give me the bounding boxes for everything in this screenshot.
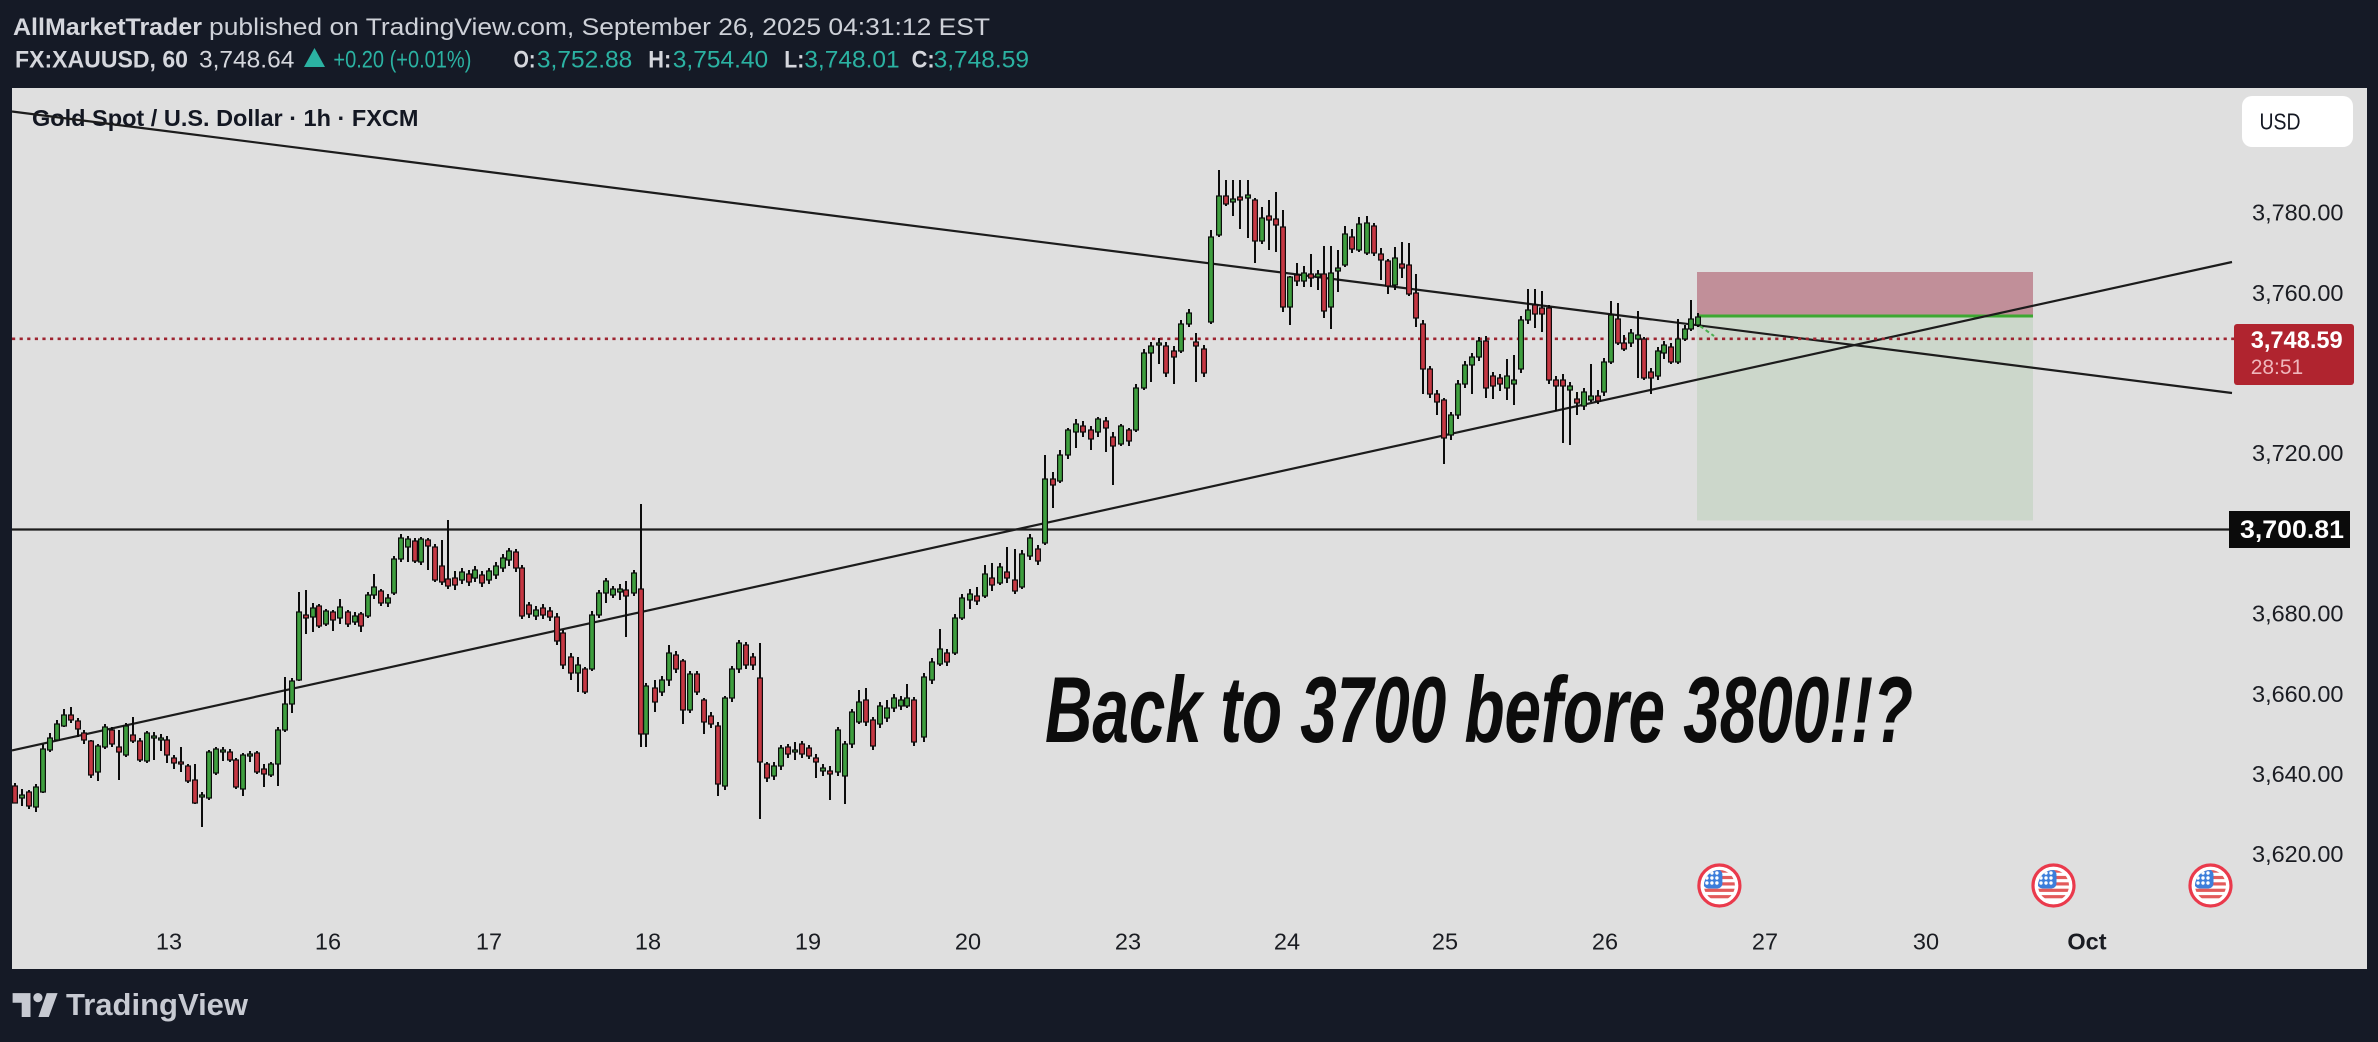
svg-text:26: 26	[1592, 929, 1618, 955]
svg-text:13: 13	[156, 929, 182, 955]
svg-text:30: 30	[1913, 929, 1939, 955]
svg-text:FX:XAUUSD, 60: FX:XAUUSD, 60	[15, 47, 188, 74]
svg-text:H:: H:	[648, 47, 671, 74]
svg-text:3,780.00: 3,780.00	[2252, 200, 2343, 226]
svg-text:3,620.00: 3,620.00	[2252, 841, 2343, 867]
svg-text:3,748.59: 3,748.59	[934, 47, 1029, 74]
svg-text:3,748.64: 3,748.64	[199, 47, 294, 74]
svg-text:16: 16	[315, 929, 341, 955]
svg-text:28:51: 28:51	[2251, 356, 2304, 379]
svg-text:27: 27	[1752, 929, 1778, 955]
svg-text:24: 24	[1274, 929, 1300, 955]
svg-text:3,720.00: 3,720.00	[2252, 440, 2343, 466]
svg-text:Gold Spot / U.S. Dollar · 1h ·: Gold Spot / U.S. Dollar · 1h · FXCM	[32, 105, 418, 131]
svg-text:Oct: Oct	[2067, 929, 2106, 955]
svg-text:published on TradingView.com,: published on TradingView.com, September …	[209, 14, 990, 41]
svg-text:23: 23	[1115, 929, 1141, 955]
svg-text:3,700.81: 3,700.81	[2240, 516, 2344, 544]
svg-text:18: 18	[635, 929, 661, 955]
svg-text:3,748.59: 3,748.59	[2251, 327, 2343, 354]
svg-text:17: 17	[476, 929, 502, 955]
svg-text:AllMarketTrader: AllMarketTrader	[13, 14, 202, 41]
svg-text:3,754.40: 3,754.40	[673, 47, 768, 74]
svg-text:Back to 3700 before 3800!!?: Back to 3700 before 3800!!?	[1045, 657, 1913, 762]
svg-text:O:: O:	[514, 47, 536, 74]
svg-text:25: 25	[1432, 929, 1458, 955]
svg-text:3,748.01: 3,748.01	[804, 47, 899, 74]
svg-text:USD: USD	[2260, 109, 2301, 135]
svg-text:19: 19	[795, 929, 821, 955]
svg-text:L:: L:	[784, 47, 804, 74]
svg-text:20: 20	[955, 929, 981, 955]
svg-text:C:: C:	[912, 47, 935, 74]
svg-text:TradingView: TradingView	[66, 987, 249, 1022]
svg-text:3,640.00: 3,640.00	[2252, 761, 2343, 787]
svg-text:3,760.00: 3,760.00	[2252, 280, 2343, 306]
svg-text:3,660.00: 3,660.00	[2252, 681, 2343, 707]
svg-text:3,752.88: 3,752.88	[537, 47, 632, 74]
svg-text:+0.20 (+0.01%): +0.20 (+0.01%)	[333, 47, 471, 74]
svg-text:3,680.00: 3,680.00	[2252, 601, 2343, 627]
